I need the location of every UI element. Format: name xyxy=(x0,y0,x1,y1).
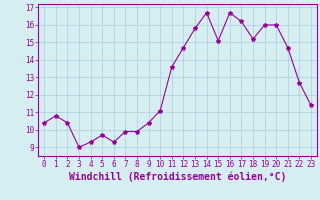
X-axis label: Windchill (Refroidissement éolien,°C): Windchill (Refroidissement éolien,°C) xyxy=(69,172,286,182)
